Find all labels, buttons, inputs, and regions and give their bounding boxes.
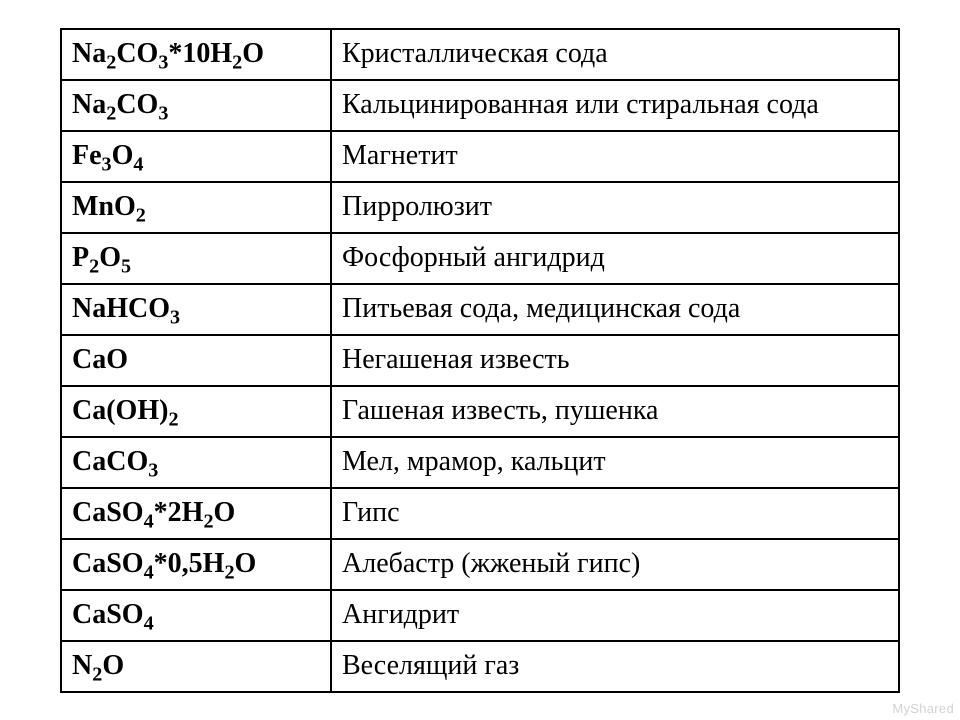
name-cell: Негашеная известь <box>331 335 899 386</box>
name-cell: Магнетит <box>331 131 899 182</box>
name-cell: Веселящий газ <box>331 641 899 692</box>
table-body: Na2CO3*10H2OКристаллическая содаNa2CO3Ка… <box>61 29 899 692</box>
formula-cell: CaCO3 <box>61 437 331 488</box>
formula-cell: CaSO4 <box>61 590 331 641</box>
table-row: MnO2Пирролюзит <box>61 182 899 233</box>
table-row: CaSO4*2H2OГипс <box>61 488 899 539</box>
name-cell: Фосфорный ангидрид <box>331 233 899 284</box>
formula-cell: NaHCO3 <box>61 284 331 335</box>
name-cell: Гипс <box>331 488 899 539</box>
name-cell: Питьевая сода, медицинская сода <box>331 284 899 335</box>
name-cell: Алебастр (жженый гипс) <box>331 539 899 590</box>
table-row: N2OВеселящий газ <box>61 641 899 692</box>
table-row: CaSO4*0,5H2OАлебастр (жженый гипс) <box>61 539 899 590</box>
formula-cell: Na2CO3*10H2O <box>61 29 331 80</box>
name-cell: Ангидрит <box>331 590 899 641</box>
name-cell: Кристаллическая сода <box>331 29 899 80</box>
formula-cell: CaSO4*0,5H2O <box>61 539 331 590</box>
formula-cell: Fe3O4 <box>61 131 331 182</box>
table-row: Fe3O4Магнетит <box>61 131 899 182</box>
formula-cell: P2O5 <box>61 233 331 284</box>
watermark: MyShared <box>892 701 954 716</box>
page: Na2CO3*10H2OКристаллическая содаNa2CO3Ка… <box>0 0 960 693</box>
name-cell: Кальцинированная или стиральная сода <box>331 80 899 131</box>
formula-cell: Ca(OH)2 <box>61 386 331 437</box>
table-row: P2O5Фосфорный ангидрид <box>61 233 899 284</box>
name-cell: Мел, мрамор, кальцит <box>331 437 899 488</box>
formula-cell: N2O <box>61 641 331 692</box>
formula-cell: MnO2 <box>61 182 331 233</box>
formula-cell: Na2CO3 <box>61 80 331 131</box>
table-row: Ca(OH)2Гашеная известь, пушенка <box>61 386 899 437</box>
chemical-names-table: Na2CO3*10H2OКристаллическая содаNa2CO3Ка… <box>60 28 900 693</box>
name-cell: Пирролюзит <box>331 182 899 233</box>
table-row: CaOНегашеная известь <box>61 335 899 386</box>
table-row: CaCO3Мел, мрамор, кальцит <box>61 437 899 488</box>
table-row: CaSO4Ангидрит <box>61 590 899 641</box>
formula-cell: CaO <box>61 335 331 386</box>
formula-cell: CaSO4*2H2O <box>61 488 331 539</box>
table-row: Na2CO3Кальцинированная или стиральная со… <box>61 80 899 131</box>
table-row: Na2CO3*10H2OКристаллическая сода <box>61 29 899 80</box>
name-cell: Гашеная известь, пушенка <box>331 386 899 437</box>
table-row: NaHCO3Питьевая сода, медицинская сода <box>61 284 899 335</box>
